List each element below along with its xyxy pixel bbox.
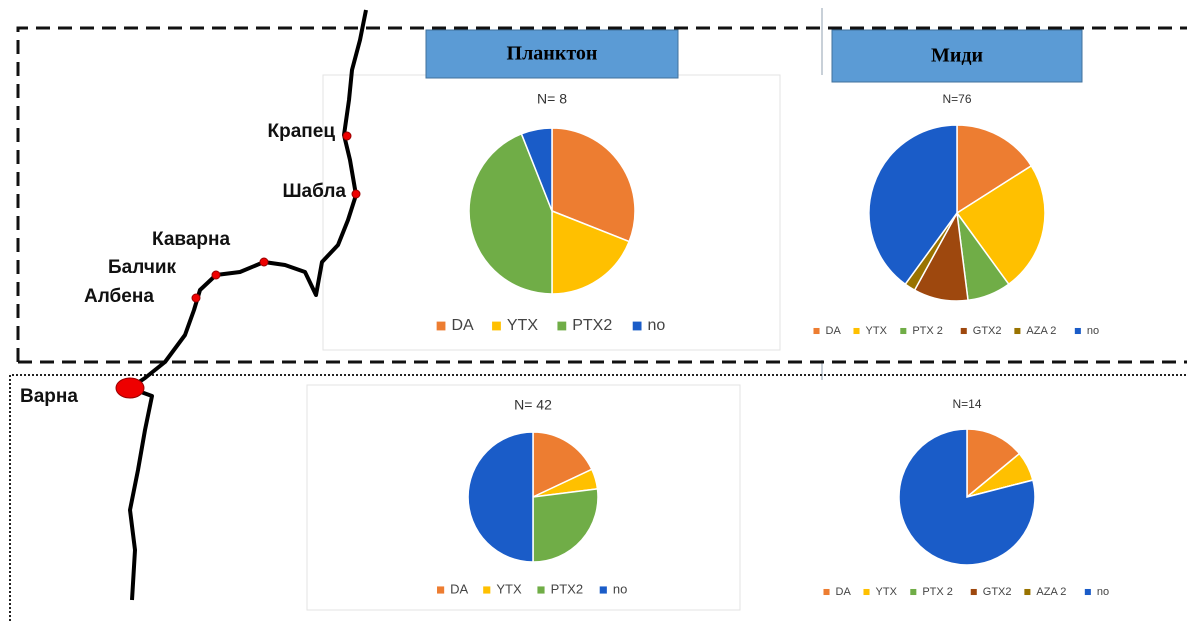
legend-swatch	[437, 586, 445, 594]
place-label: Крапец	[268, 121, 336, 142]
pie-slice	[956, 124, 1033, 215]
town-dot	[211, 270, 221, 280]
chart-title: N=14	[952, 397, 981, 411]
legend-label: no	[648, 317, 666, 334]
legend-swatch	[960, 327, 967, 335]
pie-slice	[898, 428, 1036, 566]
legend-label: YTX	[876, 586, 898, 598]
pie-slice	[468, 132, 553, 295]
pie-slice	[551, 127, 636, 243]
legend-label: DA	[826, 325, 842, 337]
legend-swatch	[492, 321, 501, 331]
legend-label: YTX	[507, 317, 538, 334]
legend-swatch	[853, 327, 860, 335]
town-dot	[351, 189, 361, 199]
legend-label: PTX 2	[912, 325, 943, 337]
town-dot	[191, 293, 201, 303]
legend-label: DA	[450, 581, 468, 596]
place-label: Шабла	[282, 181, 346, 202]
pie-slice	[868, 124, 958, 286]
region-box	[9, 374, 1187, 621]
legend-label: YTX	[496, 581, 522, 596]
legend-swatch	[483, 586, 491, 594]
pie-slice	[955, 164, 1046, 286]
legend-label: DA	[836, 586, 852, 598]
legend-label: AZA 2	[1026, 325, 1056, 337]
header: Миди	[931, 45, 983, 67]
legend-label: GTX2	[983, 586, 1012, 598]
header-box	[831, 29, 1083, 83]
legend-swatch	[599, 586, 607, 594]
legend-label: no	[613, 581, 627, 596]
region-box	[16, 26, 1187, 362]
legend-label: AZA 2	[1036, 586, 1066, 598]
legend-label: no	[1087, 325, 1099, 337]
place-label: Балчик	[108, 257, 177, 278]
header-box	[425, 29, 679, 79]
legend-label: PTX 2	[922, 586, 953, 598]
pie-slice	[520, 127, 553, 212]
town-dot	[259, 257, 269, 267]
legend-swatch	[813, 327, 820, 335]
legend-label: GTX2	[973, 325, 1002, 337]
legend-swatch	[1014, 327, 1021, 335]
place-label: Варна	[20, 386, 78, 407]
header: Планктон	[507, 43, 598, 65]
legend-swatch	[632, 321, 642, 331]
pie-slice	[532, 431, 593, 499]
legend-swatch	[863, 588, 870, 596]
legend-label: DA	[451, 317, 474, 334]
towns	[115, 131, 361, 399]
legend-label: YTX	[866, 325, 888, 337]
legend-swatch	[900, 327, 907, 335]
place-label: Албена	[84, 286, 154, 307]
pie-slice	[532, 488, 599, 563]
legend-swatch	[1084, 588, 1091, 596]
legend-swatch	[823, 588, 830, 596]
chart-title: N= 8	[537, 91, 567, 107]
legend-swatch	[1024, 588, 1031, 596]
legend-label: PTX2	[572, 317, 612, 334]
town-dot	[342, 131, 352, 141]
coastline	[128, 9, 368, 601]
legend-label: PTX2	[551, 581, 584, 596]
legend-swatch	[557, 321, 567, 331]
legend-swatch	[970, 588, 977, 596]
legend-swatch	[1074, 327, 1081, 335]
pie-slice	[551, 209, 631, 295]
pie-slice	[966, 428, 1021, 499]
pie-slice	[467, 431, 534, 563]
city-dot	[115, 377, 145, 399]
chart-title: N= 42	[514, 397, 552, 413]
legend-swatch	[537, 586, 545, 594]
legend-swatch	[910, 588, 917, 596]
legend-label: no	[1097, 586, 1109, 598]
place-label: Каварна	[152, 229, 230, 250]
legend-swatch	[436, 321, 446, 331]
chart-title: N=76	[942, 92, 971, 106]
